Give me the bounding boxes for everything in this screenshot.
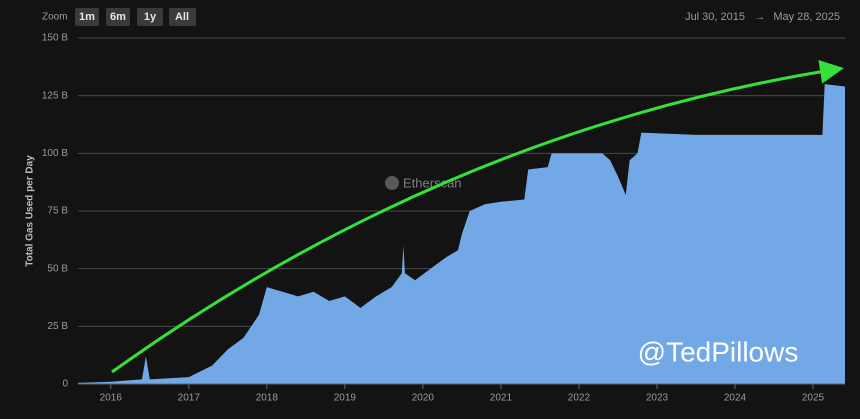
zoom-button[interactable]: [106, 8, 130, 26]
y-tick-label: 100 B: [42, 148, 68, 159]
y-tick-label: 50 B: [47, 263, 68, 274]
zoom-button-label[interactable]: 6m: [110, 11, 126, 23]
x-tick-label: 2024: [724, 393, 747, 404]
zoom-button[interactable]: [169, 8, 196, 26]
y-tick-label: 150 B: [42, 33, 68, 44]
watermark: Etherscan: [403, 175, 462, 190]
zoom-button[interactable]: [75, 8, 99, 26]
x-tick-label: 2018: [256, 393, 279, 404]
watermark-logo: [385, 176, 399, 190]
y-axis-title: Total Gas Used per Day: [25, 155, 36, 267]
credit: @TedPillows: [638, 336, 799, 367]
x-tick-label: 2022: [568, 393, 591, 404]
x-tick-label: 2017: [178, 393, 201, 404]
zoom-button[interactable]: [137, 8, 163, 26]
date-to: May 28, 2025: [773, 11, 840, 23]
zoom-label: Zoom: [42, 12, 68, 23]
x-tick-label: 2023: [646, 393, 669, 404]
date-from: Jul 30, 2015: [685, 11, 745, 23]
x-tick-label: 2025: [802, 393, 825, 404]
y-tick-label: 0: [62, 379, 68, 390]
x-tick-label: 2020: [412, 393, 435, 404]
zoom-button-label[interactable]: 1y: [144, 11, 157, 23]
zoom-button-label[interactable]: 1m: [79, 11, 95, 23]
plot: 0 25 B 50 B 75 B 100 B 125 B 150 B 2016 2017 2018…: [42, 33, 845, 404]
y-tick-label: 75 B: [47, 206, 68, 217]
x-tick-label: 2016: [100, 393, 123, 404]
x-tick-label: 2019: [334, 393, 357, 404]
zoom-button-label[interactable]: All: [175, 11, 189, 23]
x-tick-label: 2021: [490, 393, 513, 404]
area: [78, 84, 845, 384]
y-tick-label: 25 B: [47, 321, 68, 332]
trend-arrow: [111, 59, 844, 374]
y-tick-label: 125 B: [42, 90, 68, 101]
date-arrow: →: [755, 11, 766, 23]
